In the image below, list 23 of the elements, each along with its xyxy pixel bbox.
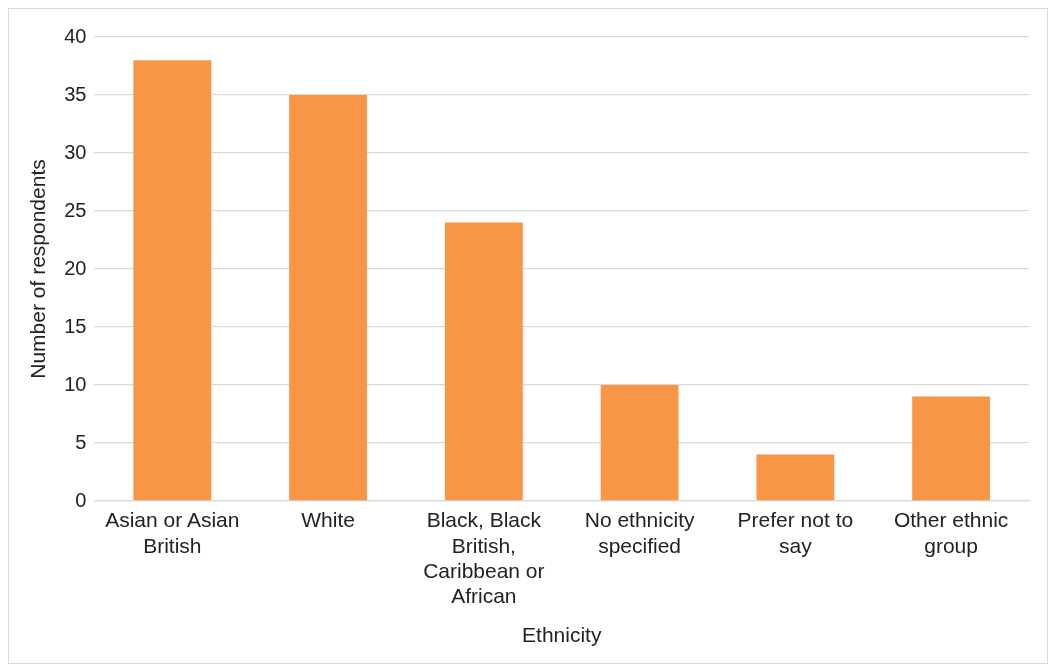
bar (912, 396, 991, 501)
x-tick-label: Prefer not to say (737, 508, 854, 557)
y-tick-label: 15 (64, 314, 87, 337)
bar (444, 222, 523, 501)
y-tick-label: 25 (64, 198, 87, 221)
y-axis-title: Number of respondents (26, 159, 50, 379)
x-tick-label: Black, Black British, Caribbean or African (423, 508, 545, 607)
x-tick-label: Asian or Asian British (105, 508, 240, 557)
x-tick-label: No ethnicity specified (584, 508, 695, 557)
y-tick-label: 10 (64, 372, 87, 395)
x-tick-label: White (301, 508, 355, 532)
x-tick-label: Other ethnic group (893, 508, 1009, 557)
y-tick-label: 35 (64, 82, 87, 105)
y-tick-label: 40 (64, 24, 87, 47)
bar (289, 95, 368, 501)
y-tick-label: 5 (75, 430, 87, 453)
x-axis-title: Ethnicity (522, 623, 602, 647)
y-tick-label: 0 (75, 488, 87, 511)
y-tick-label: 30 (64, 140, 87, 163)
bar (600, 385, 679, 501)
bar (133, 60, 212, 501)
y-tick-label: 20 (64, 256, 87, 279)
bar (756, 454, 835, 501)
